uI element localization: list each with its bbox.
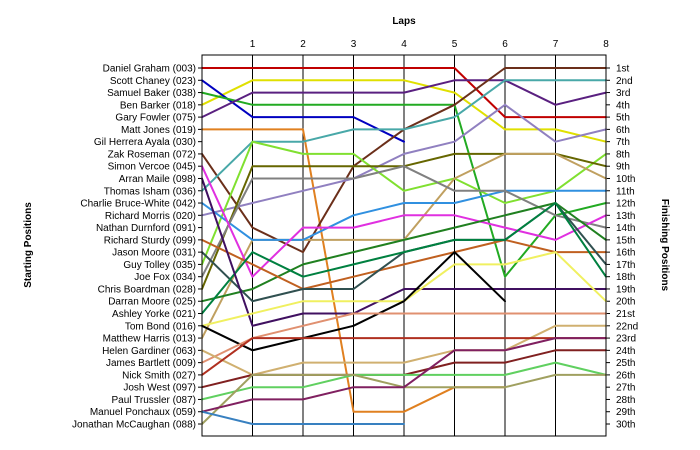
lap-tick-label: 3: [351, 39, 357, 50]
series-line-23: [201, 312, 607, 364]
left-axis-title: Starting Positions: [23, 202, 34, 288]
series-line-5: [201, 79, 607, 119]
starting-position-label: James Bartlett (009): [106, 358, 196, 369]
starting-position-label: Tom Bond (016): [125, 321, 196, 332]
finishing-position-label: 9th: [616, 162, 630, 173]
starting-position-label: Gary Fowler (075): [115, 113, 196, 124]
finishing-position-label: 21st: [616, 309, 635, 320]
starting-position-label: Daniel Graham (003): [103, 64, 196, 75]
x-axis-title: Laps: [392, 16, 416, 27]
starting-position-label: Ben Barker (018): [120, 100, 196, 111]
finishing-position-label: 17th: [616, 260, 635, 271]
starting-position-label: Richard Morris (020): [105, 211, 196, 222]
starting-position-label: Charlie Bruce-White (042): [80, 199, 196, 210]
starting-position-label: Arran Maile (098): [119, 174, 196, 185]
finishing-position-label: 27th: [616, 383, 635, 394]
right-axis-title: Finishing Positions: [659, 199, 670, 292]
series-line-16: [201, 202, 607, 303]
starting-position-label: Zak Roseman (072): [108, 149, 196, 160]
finishing-position-label: 3rd: [616, 88, 630, 99]
driver-lines: [201, 67, 607, 425]
finishing-position-label: 29th: [616, 407, 635, 418]
finishing-position-label: 2nd: [616, 76, 633, 87]
plot-frame: [201, 54, 607, 437]
starting-position-label: Paul Trussler (087): [112, 395, 196, 406]
finishing-position-label: 23rd: [616, 334, 636, 345]
starting-position-label: Matthew Harris (013): [103, 334, 196, 345]
series-line-29: [201, 337, 607, 413]
grid-lines: [252, 55, 607, 436]
finishing-position-label: 15th: [616, 235, 635, 246]
starting-position-label: Helen Gardiner (063): [102, 346, 196, 357]
finishing-position-label: 13th: [616, 211, 635, 222]
finishing-position-label: 22nd: [616, 321, 638, 332]
starting-position-label: Simon Vercoe (045): [108, 162, 196, 173]
starting-position-label: Josh West (097): [123, 383, 196, 394]
starting-position-label: Matt Jones (019): [121, 125, 196, 136]
finishing-position-label: 10th: [616, 174, 635, 185]
starting-position-label: Nick Smith (027): [122, 370, 196, 381]
finishing-position-label: 26th: [616, 370, 635, 381]
series-line-19: [201, 202, 607, 315]
starting-position-label: Jonathan McCaughan (088): [72, 420, 196, 431]
finishing-position-label: 11th: [616, 186, 635, 197]
lap-tick-label: 7: [553, 39, 559, 50]
lap-tick-label: 1: [250, 39, 256, 50]
starting-position-label: Thomas Isham (036): [104, 186, 196, 197]
finishing-position-label: 5th: [616, 113, 630, 124]
starting-position-label: Guy Tolley (035): [123, 260, 196, 271]
starting-position-label: Manuel Ponchaux (059): [90, 407, 196, 418]
series-line-22: [201, 251, 506, 352]
series-line-25: [201, 337, 607, 376]
series-line-9: [201, 103, 607, 217]
finishing-position-label: 7th: [616, 137, 630, 148]
starting-position-labels: Daniel Graham (003)Scott Chaney (023)Sam…: [72, 64, 202, 431]
starting-position-label: Samuel Baker (038): [107, 88, 196, 99]
lap-tick-label: 6: [502, 39, 508, 50]
finishing-position-label: 16th: [616, 248, 635, 259]
starting-position-label: Scott Chaney (023): [110, 76, 196, 87]
starting-position-label: Ashley Yorke (021): [112, 309, 196, 320]
starting-position-label: Chris Boardman (028): [98, 284, 196, 295]
series-line-13: [201, 189, 607, 241]
finishing-position-label: 25th: [616, 358, 635, 369]
series-line-20: [201, 177, 607, 327]
finishing-position-label: 20th: [616, 297, 635, 308]
series-line-24: [201, 324, 607, 376]
finishing-position-label: 4th: [616, 100, 630, 111]
series-line-27: [201, 361, 607, 401]
lap-tick-labels: 1 2 3 4 5 6 7 8: [250, 39, 610, 50]
starting-position-label: Gil Herrera Ayala (030): [94, 137, 196, 148]
series-line-1: [201, 67, 607, 119]
starting-position-label: Jason Moore (031): [112, 248, 196, 259]
finishing-position-label: 12th: [616, 199, 635, 210]
finishing-position-label: 24th: [616, 346, 635, 357]
finishing-position-label: 30th: [616, 420, 635, 431]
series-line-10: [201, 140, 607, 266]
finishing-position-label: 8th: [616, 149, 630, 160]
starting-position-label: Joe Fox (034): [134, 272, 196, 283]
finishing-position-label: 14th: [616, 223, 635, 234]
series-line-30: [201, 410, 405, 425]
finishing-position-label: 18th: [616, 272, 635, 283]
starting-position-label: Darran Moore (025): [108, 297, 196, 308]
series-line-8: [201, 79, 607, 192]
finishing-position-label: 1st: [616, 64, 630, 75]
finishing-position-label: 19th: [616, 284, 635, 295]
series-line-3: [201, 79, 405, 143]
lap-tick-label: 8: [603, 39, 609, 50]
finishing-position-label: 6th: [616, 125, 630, 136]
finishing-position-labels: 1st2nd3rd4th5th6th7th8th9th10th11th12th1…: [606, 64, 638, 431]
lap-tick-label: 2: [300, 39, 306, 50]
starting-position-label: Nathan Durnford (091): [96, 223, 196, 234]
starting-position-label: Richard Sturdy (099): [104, 235, 196, 246]
finishing-position-label: 28th: [616, 395, 635, 406]
lap-tick-label: 4: [401, 39, 407, 50]
lap-tick-label: 5: [452, 39, 458, 50]
series-line-17: [201, 238, 607, 290]
